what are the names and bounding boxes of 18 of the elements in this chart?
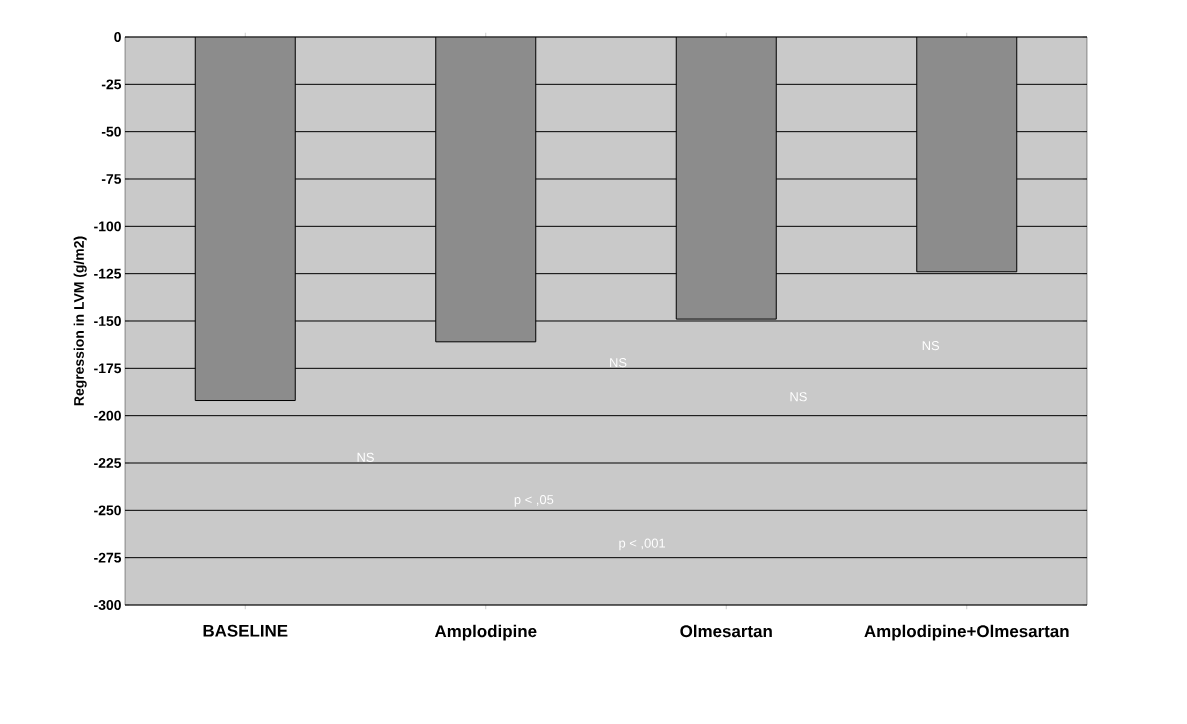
y-tick-label: -125 bbox=[94, 268, 122, 279]
y-tick-label: -300 bbox=[94, 600, 121, 610]
y-tick-label: -25 bbox=[101, 79, 122, 90]
x-tick-label: BASELINE bbox=[203, 624, 288, 637]
x-tick-label: Amplodipine+Olmesartan bbox=[864, 624, 1069, 641]
y-tick-label: -75 bbox=[101, 174, 122, 184]
y-tick-label: -100 bbox=[94, 221, 121, 232]
y-tick-label: -50 bbox=[101, 126, 121, 137]
y-axis-title: Regression in LVM (g/m2) bbox=[73, 236, 87, 406]
y-tick-label: -150 bbox=[94, 316, 121, 326]
x-tick-label: Olmesartan bbox=[680, 624, 772, 638]
y-tick-label: -175 bbox=[94, 363, 122, 374]
y-tick-label: -275 bbox=[94, 552, 122, 563]
x-tick-label: Amplodipine bbox=[434, 624, 537, 641]
y-tick-label: -200 bbox=[94, 410, 121, 421]
y-tick-label: 0 bbox=[114, 32, 121, 42]
y-tick-label: -225 bbox=[94, 458, 122, 468]
y-tick-label: -250 bbox=[94, 505, 121, 516]
